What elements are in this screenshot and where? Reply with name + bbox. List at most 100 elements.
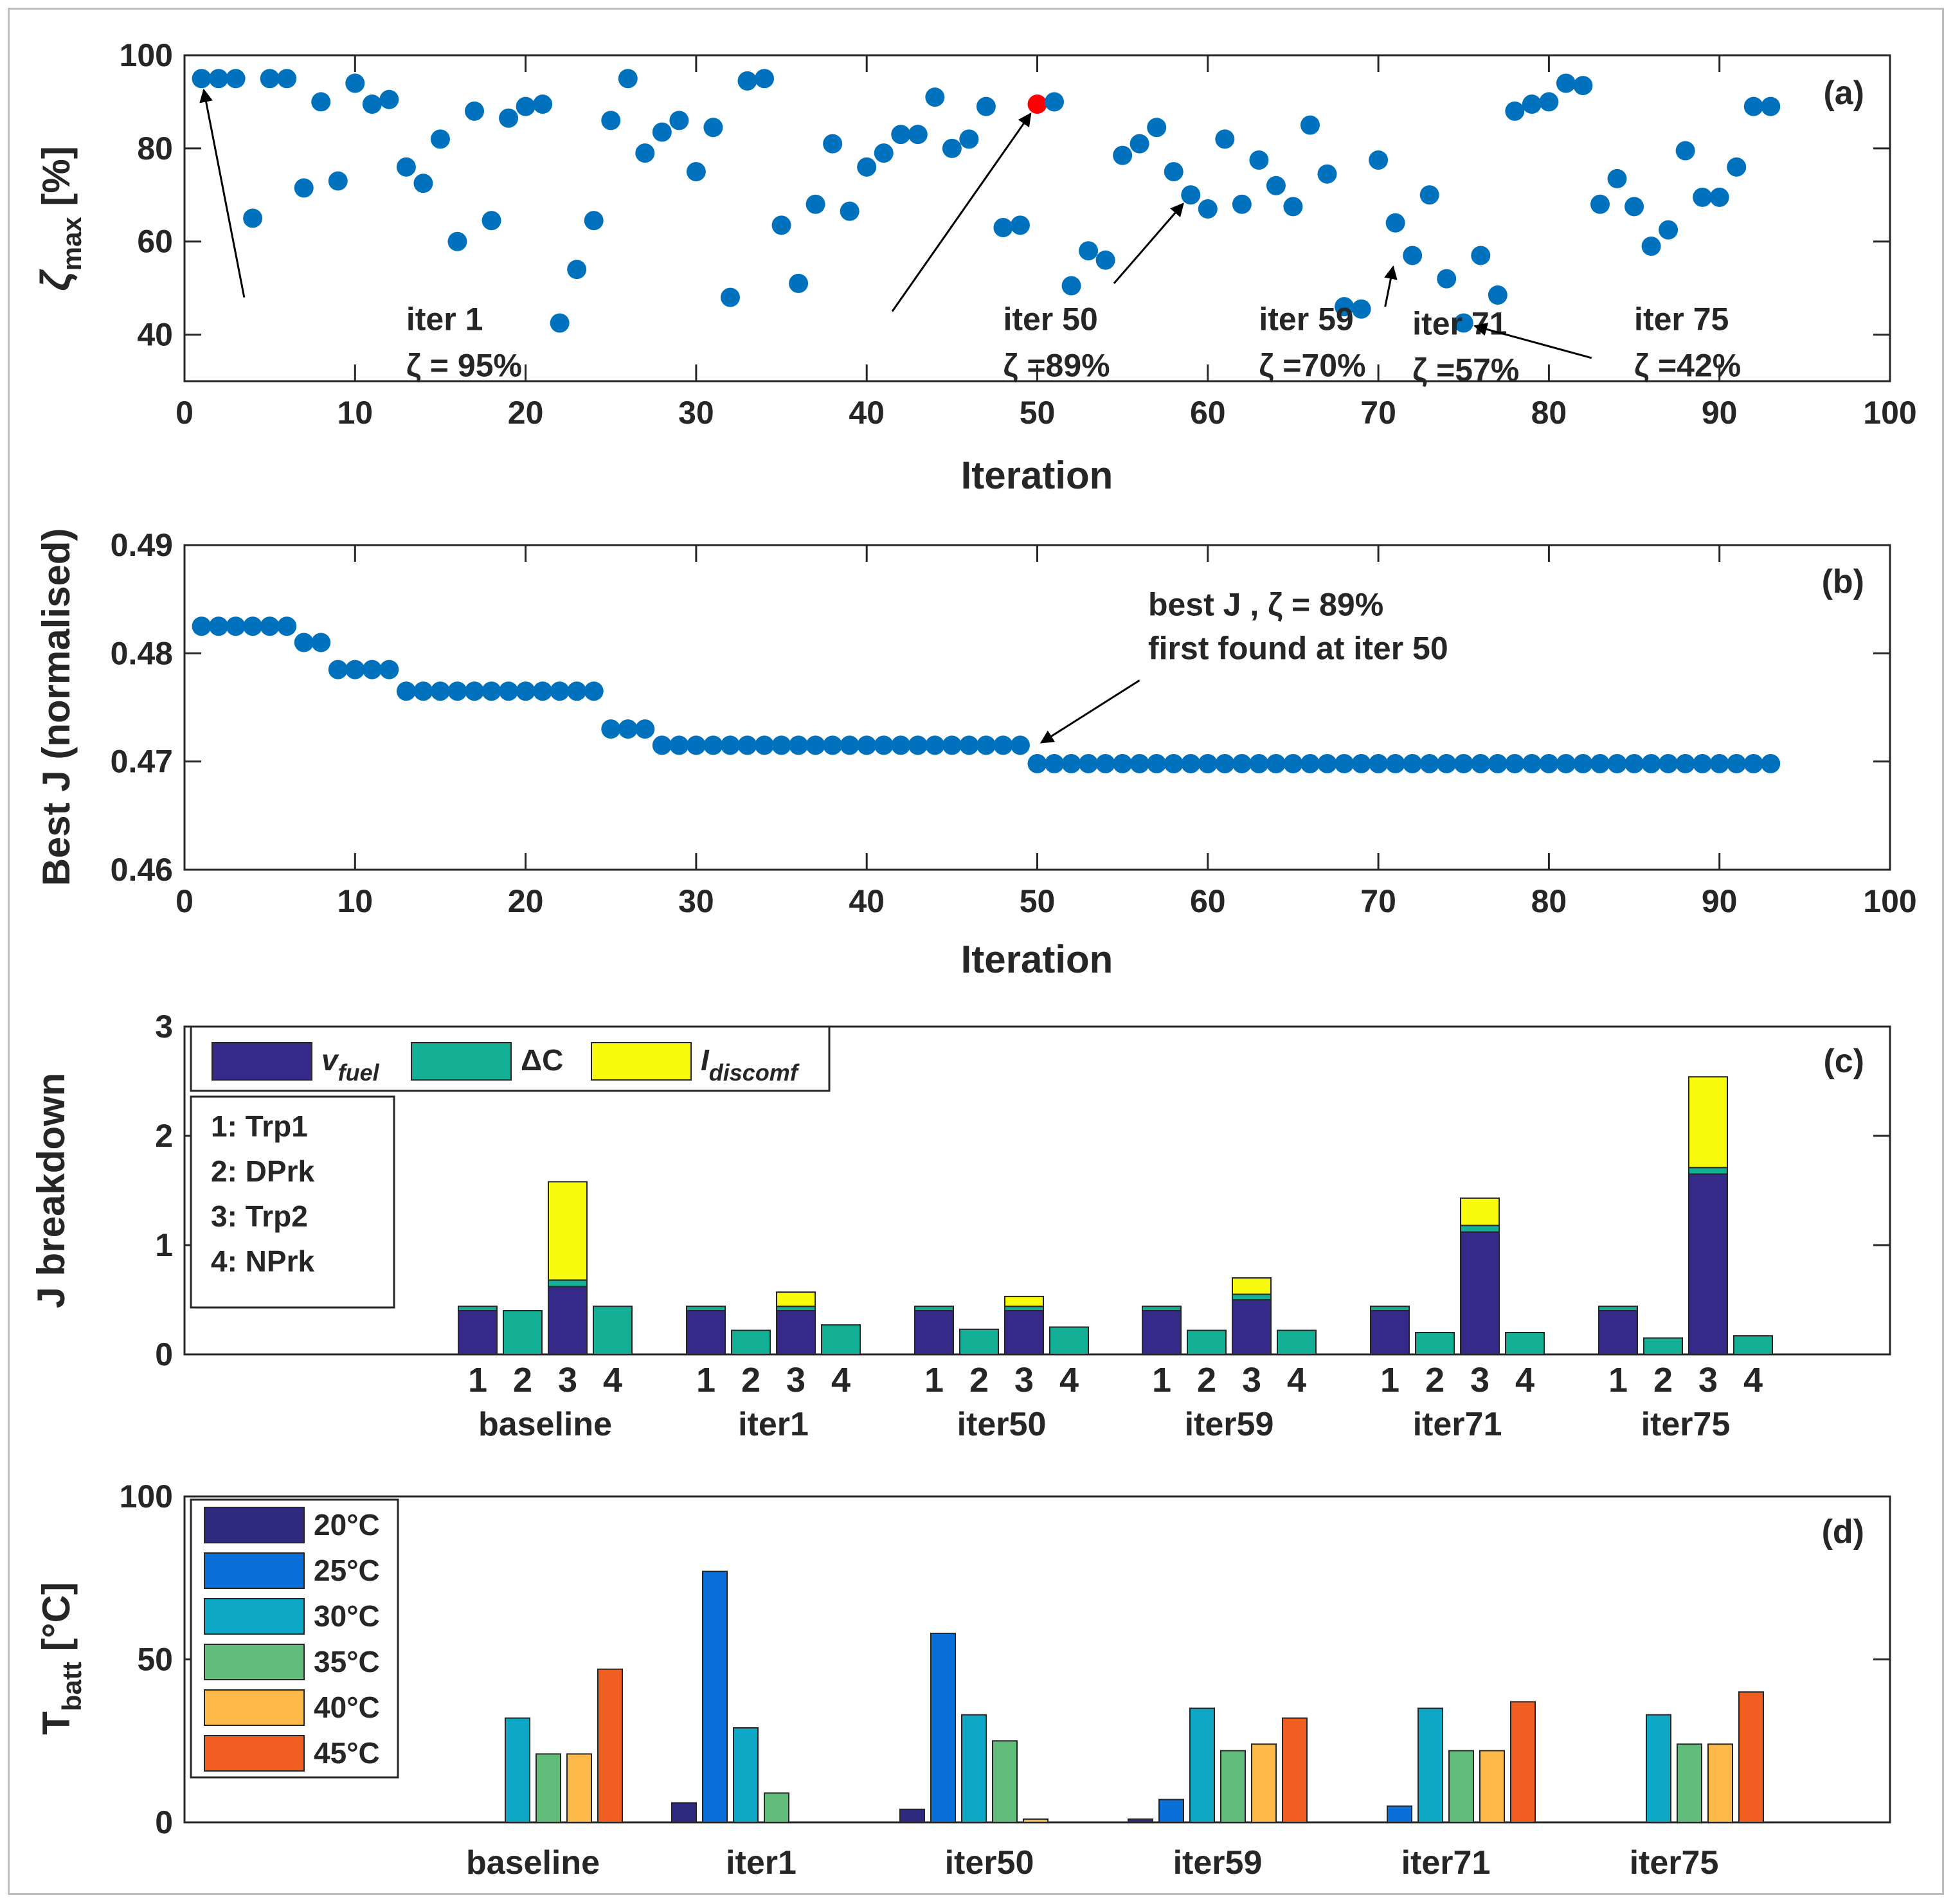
j-bar-segment [1460,1225,1500,1233]
b-xtick-label: 10 [337,883,373,919]
best-j-point [1505,754,1525,774]
panel-d-legend: 20°C 25°C 30°C 35°C 40°C 45°C [190,1498,399,1779]
bar-number-label: 4 [1515,1361,1534,1399]
group-label: iter59 [1173,1844,1263,1882]
tbatt-bar [1282,1717,1308,1824]
panel-d-axes [183,1495,1891,1824]
best-j-point [1488,754,1508,774]
zeta-point [1539,92,1559,112]
j-bar-segment [593,1306,633,1355]
bar-number-label: 4 [1059,1361,1079,1399]
b-xtick-label: 100 [1863,883,1916,919]
zeta-point [601,111,621,130]
annotation-arrow [1473,323,1592,359]
best-j-point [1385,754,1405,774]
b-xtick-label: 50 [1020,883,1056,919]
best-j-point [1573,754,1593,774]
zeta-point [447,231,467,251]
zeta-point [482,211,501,231]
best-j-point [1369,754,1389,774]
j-bar-segment [1460,1197,1500,1226]
best-j-point [737,735,757,755]
bar-number-label: 3 [1470,1361,1490,1399]
a-xtick-label: 20 [508,395,544,431]
c-ytick-label: 0 [155,1336,173,1372]
panel-a: 0 10 20 30 40 50 60 70 80 90 100 40 60 80 100 iter 1 ζ … [32,37,1917,497]
bar-number-label: 2 [1197,1361,1216,1399]
j-bar-segment [914,1310,954,1355]
b-ytick-label: 0.46 [111,852,173,888]
zeta-point [1113,145,1133,165]
note-item: 4: NPrk [211,1244,314,1278]
zeta-point [1505,101,1525,121]
j-bar-segment [1688,1173,1728,1355]
j-bar-segment [776,1291,816,1307]
best-j-point [447,681,467,701]
group-label: iter75 [1641,1406,1731,1443]
best-j-point [1317,754,1337,774]
zeta-point [1488,285,1508,305]
legend-label-sub: fuel [338,1059,380,1086]
best-j-point [1419,754,1439,774]
note-item: 1: Trp1 [211,1109,308,1143]
j-bar-segment [458,1310,498,1355]
tbatt-bar [1158,1799,1184,1824]
tbatt-bar [764,1792,789,1824]
panel-b: 0 10 20 30 40 50 60 70 80 90 100 0.46 0.47 0.48 0.49 b… [35,527,1917,981]
bar-number-label: 1 [468,1361,487,1399]
zeta-point [1266,175,1286,195]
zeta-point [959,129,979,149]
annotation-label: iter 75 [1634,301,1729,337]
panel-c-tag: (c) [1823,1043,1864,1080]
j-bar-segment [1688,1167,1728,1175]
annotation-label: iter 71 [1412,306,1507,342]
best-j-point [1693,754,1713,774]
legend-swatch [204,1735,305,1772]
zeta-point [226,69,246,89]
legend-label: 25°C [314,1554,380,1587]
zeta-point [618,69,638,89]
best-j-point [294,633,314,652]
best-j-point [584,681,604,701]
j-bar-segment [548,1286,588,1355]
zeta-point [789,273,809,293]
zeta-point [806,194,825,214]
best-j-point [243,616,263,636]
zeta-point [379,89,399,109]
best-j-point [652,735,672,755]
zeta-point [1590,194,1610,214]
zeta-point [1625,197,1644,217]
legend-label: vfuel [321,1043,380,1086]
j-bar-segment [776,1310,816,1355]
legend-swatch [591,1042,692,1081]
a-ytick-label: 80 [137,130,173,166]
bar-number-label: 2 [1425,1361,1444,1399]
best-j-point [516,681,536,701]
tbatt-bar [1251,1743,1277,1824]
tbatt-bar [1479,1750,1505,1823]
zeta-point [277,69,297,89]
panel-b-ylabel: Best J (normalised) [35,528,78,886]
panel-b-axes [183,544,1891,871]
group-label: baseline [478,1406,612,1443]
j-bar-segment [1187,1329,1227,1356]
a-ytick-label: 100 [120,37,173,73]
legend-swatch [411,1042,512,1081]
best-j-point [840,735,860,755]
best-j-point [430,681,450,701]
b-xtick-label: 60 [1190,883,1226,919]
zeta-point [1045,92,1065,112]
legend-label-sub: discomf [709,1059,800,1086]
tbatt-bar [961,1714,987,1823]
a-ytick-label: 60 [137,224,173,260]
best-j-point [1437,754,1457,774]
a-xtick-label: 60 [1190,395,1226,431]
best-j-point [277,616,297,636]
legend-label: 20°C [314,1508,380,1541]
zeta-point [720,287,740,307]
best-j-point [465,681,485,701]
bar-number-label: 1 [1380,1361,1400,1399]
note-item: 3: Trp2 [211,1199,308,1233]
legend-label: 35°C [314,1645,380,1678]
